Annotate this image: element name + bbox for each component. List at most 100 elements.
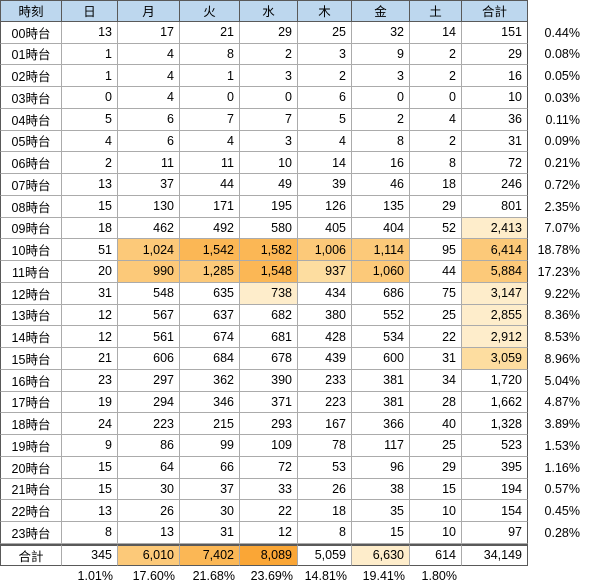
footer-value-cell[interactable]: 6,630 [352, 543, 410, 566]
value-cell[interactable]: 233 [298, 369, 352, 392]
value-cell[interactable]: 32 [352, 21, 410, 44]
value-cell[interactable]: 31 [62, 282, 118, 305]
row-pct-cell[interactable]: 1.53% [528, 435, 600, 457]
value-cell[interactable]: 3 [352, 65, 410, 87]
value-cell[interactable]: 10 [410, 500, 462, 522]
value-cell[interactable]: 1,006 [298, 239, 352, 261]
value-cell[interactable]: 11 [118, 152, 180, 174]
row-label-cell[interactable]: 04時台 [0, 108, 62, 131]
value-cell[interactable]: 8 [62, 522, 118, 544]
value-cell[interactable]: 1,024 [118, 239, 180, 261]
value-cell[interactable]: 14 [298, 152, 352, 174]
row-total-cell[interactable]: 2,413 [462, 217, 528, 240]
value-cell[interactable]: 171 [180, 195, 240, 218]
value-cell[interactable]: 5 [298, 108, 352, 131]
value-cell[interactable]: 126 [298, 195, 352, 218]
value-cell[interactable]: 13 [62, 21, 118, 44]
row-label-cell[interactable]: 21時台 [0, 478, 62, 501]
value-cell[interactable]: 15 [410, 478, 462, 501]
row-label-cell[interactable]: 20時台 [0, 456, 62, 479]
value-cell[interactable]: 548 [118, 282, 180, 305]
row-total-cell[interactable]: 801 [462, 195, 528, 218]
value-cell[interactable]: 96 [352, 456, 410, 479]
value-cell[interactable]: 2 [352, 108, 410, 131]
footer-pct-cell[interactable]: 14.81% [298, 565, 352, 588]
value-cell[interactable]: 15 [62, 456, 118, 479]
row-total-cell[interactable]: 194 [462, 478, 528, 501]
value-cell[interactable]: 5 [62, 108, 118, 131]
value-cell[interactable]: 0 [240, 87, 298, 109]
value-cell[interactable]: 38 [352, 478, 410, 501]
footer-value-cell[interactable]: 345 [62, 543, 118, 566]
value-cell[interactable]: 39 [298, 174, 352, 196]
value-cell[interactable]: 682 [240, 304, 298, 327]
row-label-cell[interactable]: 22時台 [0, 500, 62, 522]
value-cell[interactable]: 366 [352, 413, 410, 435]
value-cell[interactable]: 29 [240, 21, 298, 44]
value-cell[interactable]: 1,060 [352, 261, 410, 283]
value-cell[interactable]: 223 [118, 413, 180, 435]
footer-pct-cell[interactable]: 23.69% [240, 565, 298, 588]
corner-header-cell[interactable]: 時刻 [0, 0, 62, 22]
value-cell[interactable]: 1 [180, 65, 240, 87]
value-cell[interactable]: 12 [62, 326, 118, 348]
value-cell[interactable]: 2 [410, 65, 462, 87]
value-cell[interactable]: 0 [180, 87, 240, 109]
footer-value-cell[interactable]: 5,059 [298, 543, 352, 566]
day-header-cell[interactable]: 日 [62, 0, 118, 22]
row-label-cell[interactable]: 15時台 [0, 348, 62, 370]
value-cell[interactable]: 362 [180, 369, 240, 392]
value-cell[interactable]: 16 [352, 152, 410, 174]
value-cell[interactable]: 3 [240, 130, 298, 153]
value-cell[interactable]: 0 [62, 87, 118, 109]
value-cell[interactable]: 606 [118, 348, 180, 370]
value-cell[interactable]: 0 [352, 87, 410, 109]
row-label-cell[interactable]: 09時台 [0, 217, 62, 240]
value-cell[interactable]: 49 [240, 174, 298, 196]
value-cell[interactable]: 293 [240, 413, 298, 435]
row-label-cell[interactable]: 19時台 [0, 435, 62, 457]
value-cell[interactable]: 297 [118, 369, 180, 392]
row-label-cell[interactable]: 12時台 [0, 282, 62, 305]
value-cell[interactable]: 53 [298, 456, 352, 479]
row-pct-cell[interactable]: 0.08% [528, 43, 600, 66]
value-cell[interactable]: 10 [240, 152, 298, 174]
value-cell[interactable]: 78 [298, 435, 352, 457]
value-cell[interactable]: 223 [298, 391, 352, 414]
row-total-cell[interactable]: 1,720 [462, 369, 528, 392]
value-cell[interactable]: 18 [298, 500, 352, 522]
value-cell[interactable]: 9 [62, 435, 118, 457]
value-cell[interactable]: 1,582 [240, 239, 298, 261]
value-cell[interactable]: 99 [180, 435, 240, 457]
row-total-cell[interactable]: 395 [462, 456, 528, 479]
value-cell[interactable]: 130 [118, 195, 180, 218]
value-cell[interactable]: 14 [410, 21, 462, 44]
value-cell[interactable]: 294 [118, 391, 180, 414]
value-cell[interactable]: 30 [118, 478, 180, 501]
row-total-cell[interactable]: 1,328 [462, 413, 528, 435]
value-cell[interactable]: 18 [410, 174, 462, 196]
value-cell[interactable]: 4 [118, 43, 180, 66]
value-cell[interactable]: 26 [298, 478, 352, 501]
row-total-cell[interactable]: 29 [462, 43, 528, 66]
row-pct-cell[interactable]: 2.35% [528, 195, 600, 218]
value-cell[interactable]: 135 [352, 195, 410, 218]
value-cell[interactable]: 684 [180, 348, 240, 370]
footer-value-cell[interactable]: 614 [410, 543, 462, 566]
row-total-cell[interactable]: 154 [462, 500, 528, 522]
value-cell[interactable]: 381 [352, 391, 410, 414]
value-cell[interactable]: 6 [298, 87, 352, 109]
value-cell[interactable]: 44 [180, 174, 240, 196]
value-cell[interactable]: 6 [118, 130, 180, 153]
value-cell[interactable]: 30 [180, 500, 240, 522]
value-cell[interactable]: 1,285 [180, 261, 240, 283]
value-cell[interactable]: 4 [62, 130, 118, 153]
row-label-cell[interactable]: 16時台 [0, 369, 62, 392]
value-cell[interactable]: 28 [410, 391, 462, 414]
value-cell[interactable]: 20 [62, 261, 118, 283]
row-label-cell[interactable]: 01時台 [0, 43, 62, 66]
value-cell[interactable]: 8 [180, 43, 240, 66]
value-cell[interactable]: 681 [240, 326, 298, 348]
row-label-cell[interactable]: 08時台 [0, 195, 62, 218]
value-cell[interactable]: 4 [180, 130, 240, 153]
